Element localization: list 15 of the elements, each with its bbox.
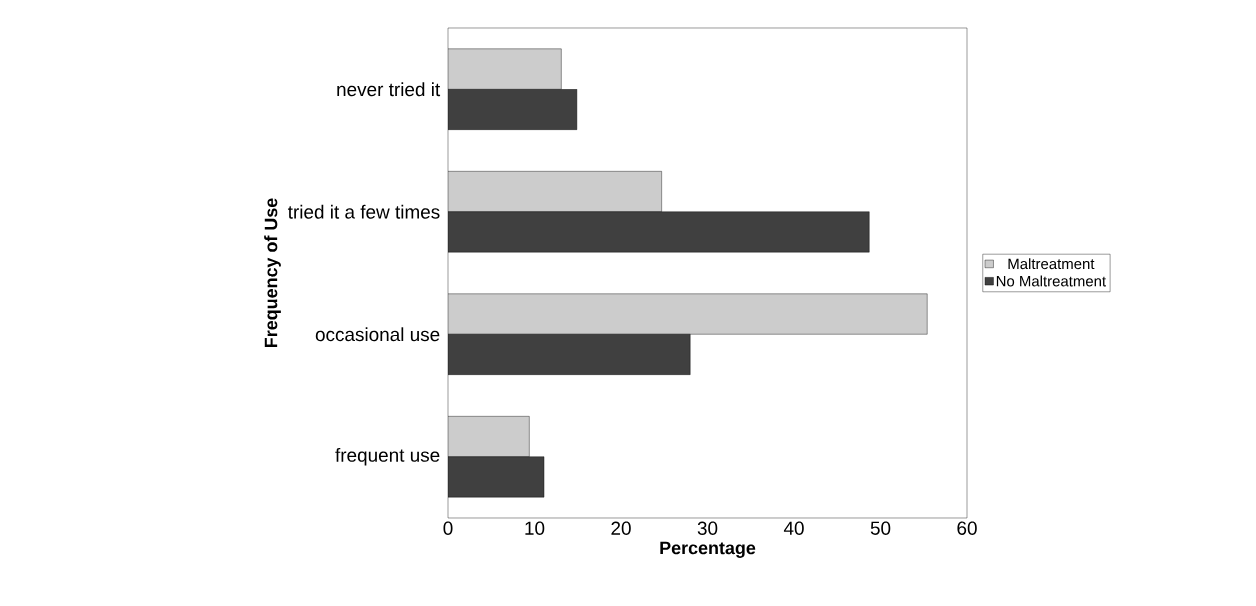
x-tick-label: 60 <box>957 521 977 535</box>
x-tick-label: 10 <box>525 521 545 535</box>
x-tick-label: 20 <box>611 521 631 535</box>
legend-label: Maltreatment <box>1008 258 1095 270</box>
y-axis-title: Frequency of Use <box>264 198 281 348</box>
x-axis-title: Percentage <box>660 541 756 558</box>
legend-label: No Maltreatment <box>996 275 1106 287</box>
x-tick-label: 30 <box>697 521 718 535</box>
y-tick-label: never tried it <box>337 82 441 97</box>
y-tick-label: occasional use <box>315 327 440 342</box>
x-tick-label: 0 <box>443 521 453 535</box>
y-tick-label: tried it a few times <box>287 204 440 219</box>
x-tick-label: 40 <box>783 521 804 535</box>
x-tick-label: 50 <box>870 521 891 535</box>
y-tick-label: frequent use <box>335 447 440 466</box>
